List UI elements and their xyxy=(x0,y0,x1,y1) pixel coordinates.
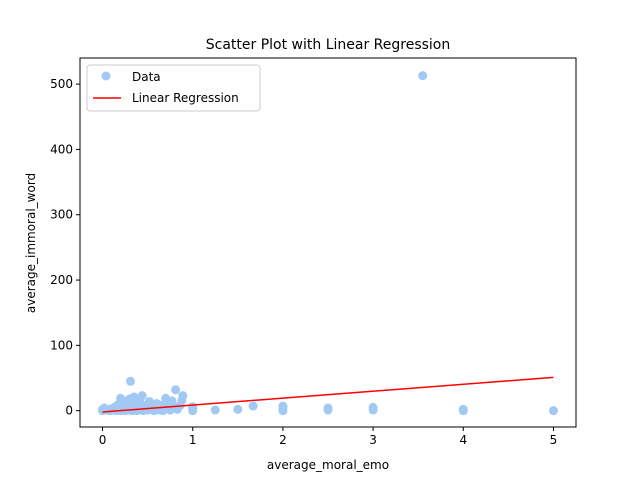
y-tick-label: 0 xyxy=(65,404,73,418)
data-point xyxy=(210,405,220,415)
data-point xyxy=(233,404,243,414)
y-tick-label: 100 xyxy=(50,338,73,352)
data-point xyxy=(137,391,147,401)
data-point xyxy=(418,71,428,81)
x-axis-label: average_moral_emo xyxy=(267,458,389,472)
legend-scatter-marker xyxy=(101,71,111,81)
chart-title: Scatter Plot with Linear Regression xyxy=(206,37,451,53)
x-tick-label: 0 xyxy=(99,433,107,447)
data-point xyxy=(126,376,136,386)
data-point xyxy=(178,391,188,401)
data-point xyxy=(144,397,154,407)
data-point xyxy=(171,385,181,395)
plot-area xyxy=(98,71,558,416)
legend-label-data: Data xyxy=(132,70,161,84)
data-point xyxy=(548,406,558,416)
x-tick-label: 5 xyxy=(550,433,558,447)
legend: Data Linear Regression xyxy=(86,64,261,112)
data-point xyxy=(458,404,468,414)
regression-line xyxy=(102,376,554,413)
data-point xyxy=(278,401,288,411)
x-axis: 0 1 2 3 4 5 xyxy=(99,427,558,447)
legend-label-regression: Linear Regression xyxy=(132,91,239,105)
data-point xyxy=(368,402,378,412)
y-tick-label: 300 xyxy=(50,208,73,222)
y-tick-label: 400 xyxy=(50,142,73,156)
data-point xyxy=(323,403,333,413)
data-point xyxy=(188,402,198,412)
x-tick-label: 4 xyxy=(459,433,467,447)
data-point xyxy=(248,401,258,411)
y-tick-label: 500 xyxy=(50,77,73,91)
x-tick-label: 3 xyxy=(369,433,377,447)
x-tick-label: 1 xyxy=(189,433,197,447)
y-axis: 0 100 200 300 400 500 xyxy=(50,77,80,418)
legend-box xyxy=(86,64,261,112)
x-tick-label: 2 xyxy=(279,433,287,447)
y-axis-label: average_immoral_word xyxy=(24,173,38,313)
y-tick-label: 200 xyxy=(50,273,73,287)
axes-frame xyxy=(79,57,577,428)
